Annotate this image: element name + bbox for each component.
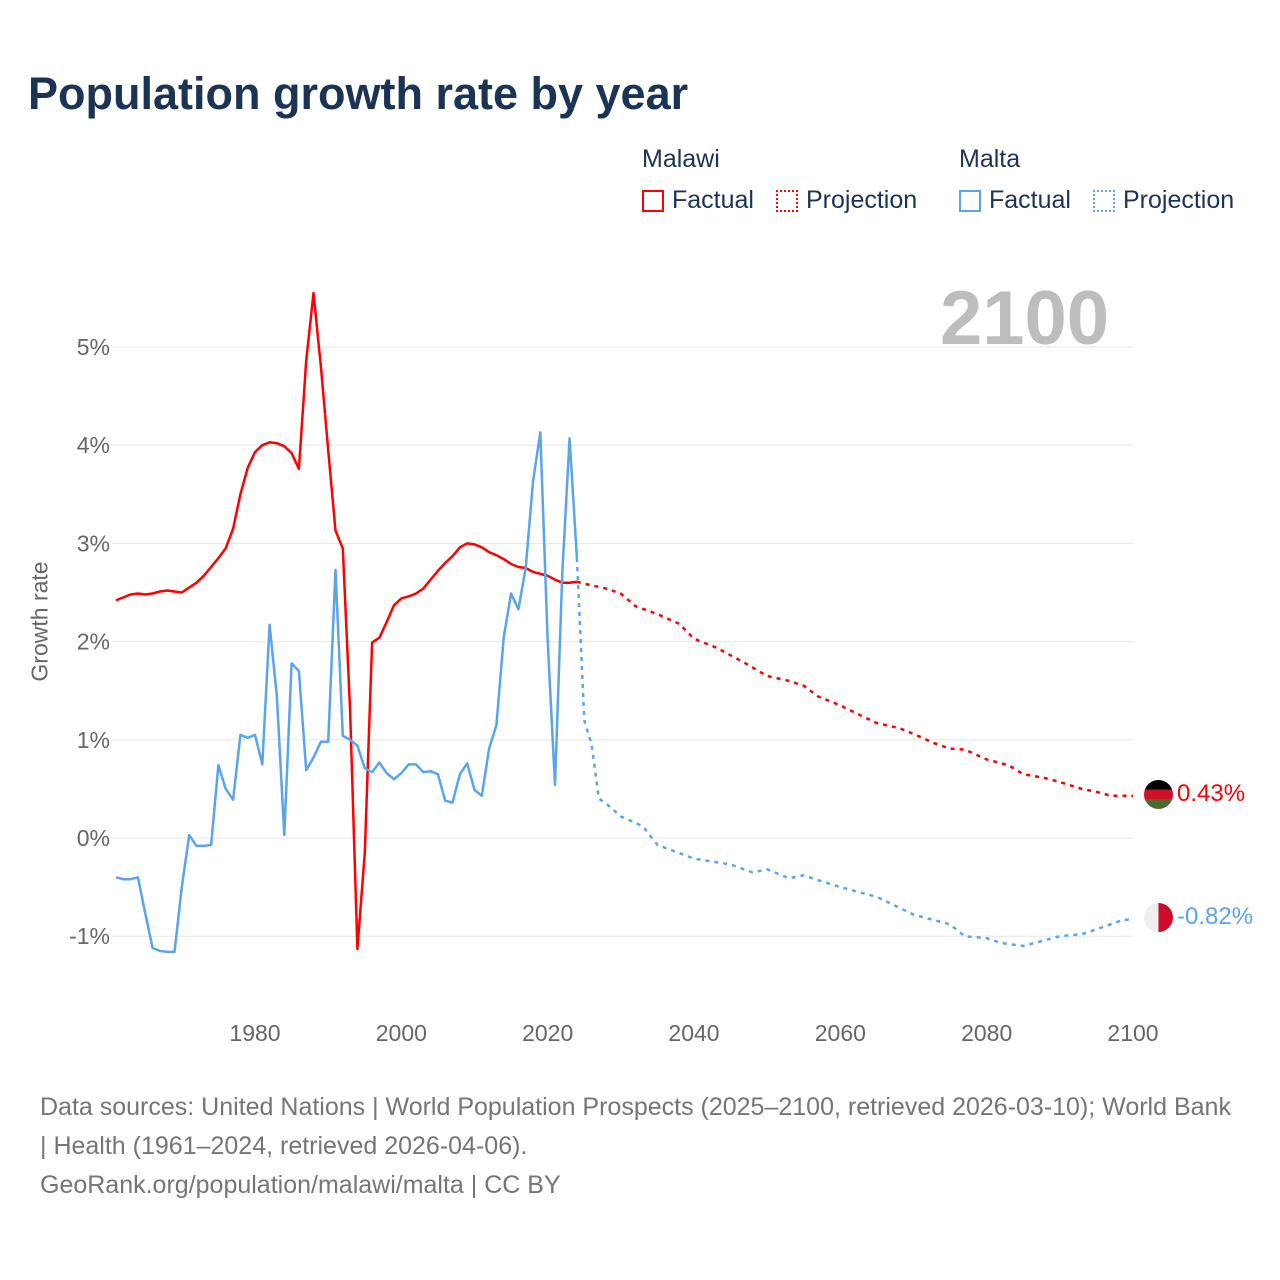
x-tick-label: 2080	[961, 1020, 1012, 1046]
current-year-label: 2100	[940, 276, 1110, 361]
footer: Data sources: United Nations | World Pop…	[40, 1088, 1240, 1205]
legend-swatch-dotted	[1093, 189, 1115, 212]
legend-swatch-dotted	[776, 189, 798, 212]
legend-malawi-projection[interactable]: Projection	[776, 186, 917, 215]
y-tick-label: 2%	[77, 629, 110, 655]
y-tick-label: 1%	[77, 727, 110, 753]
x-tick-label: 2100	[1107, 1020, 1158, 1046]
legend-swatch-solid	[959, 189, 981, 212]
y-tick-label: 0%	[77, 825, 110, 851]
legend-label: Factual	[672, 186, 754, 214]
x-tick-label: 2020	[522, 1020, 573, 1046]
legend-group-malawi: Malawi	[642, 145, 720, 173]
legend-swatch-solid	[642, 189, 664, 212]
series-line-malawi-factual	[115, 291, 578, 951]
y-tick-label: -1%	[69, 923, 110, 949]
malawi-flag-icon	[1144, 780, 1173, 809]
x-tick-label: 2060	[815, 1020, 866, 1046]
series-line-malta-projection	[575, 558, 1134, 948]
series-line-malawi-projection	[576, 580, 1133, 798]
x-tick-label: 2000	[376, 1020, 427, 1046]
chart-title: Population growth rate by year	[28, 68, 689, 119]
legend-malta-factual[interactable]: Factual	[959, 186, 1071, 215]
malta-end-label: -0.82%	[1177, 903, 1254, 930]
x-tick-label: 2040	[668, 1020, 719, 1046]
y-axis-label: Growth rate	[26, 561, 53, 682]
data-sources: Data sources: United Nations | World Pop…	[40, 1093, 1231, 1160]
x-tick-label: 1980	[229, 1020, 280, 1046]
series-line-malta-factual	[115, 431, 579, 954]
malawi-end-label: 0.43%	[1177, 780, 1246, 807]
y-tick-label: 4%	[77, 432, 110, 458]
legend-label: Projection	[1123, 186, 1235, 214]
legend-group-malta: Malta	[959, 145, 1021, 173]
legend-label: Projection	[806, 186, 918, 214]
legend-label: Factual	[989, 186, 1071, 214]
legend-malta-projection[interactable]: Projection	[1093, 186, 1234, 215]
malta-flag-icon	[1144, 903, 1173, 932]
y-tick-label: 5%	[77, 334, 110, 360]
y-tick-label: 3%	[77, 530, 110, 556]
legend-malawi-factual[interactable]: Factual	[642, 186, 754, 215]
credit-link[interactable]: GeoRank.org/population/malawi/malta | CC…	[40, 1171, 561, 1199]
